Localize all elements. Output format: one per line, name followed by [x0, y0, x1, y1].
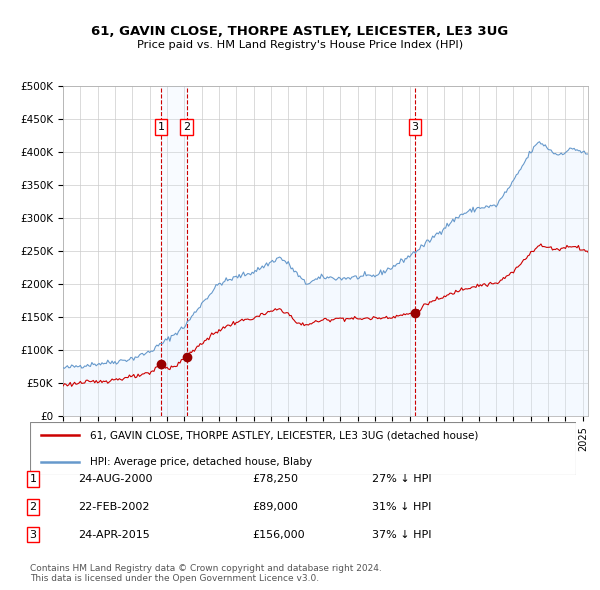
Text: £89,000: £89,000: [252, 502, 298, 512]
Text: 61, GAVIN CLOSE, THORPE ASTLEY, LEICESTER, LE3 3UG (detached house): 61, GAVIN CLOSE, THORPE ASTLEY, LEICESTE…: [90, 430, 478, 440]
Text: £156,000: £156,000: [252, 530, 305, 539]
Text: Price paid vs. HM Land Registry's House Price Index (HPI): Price paid vs. HM Land Registry's House …: [137, 40, 463, 50]
Text: 22-FEB-2002: 22-FEB-2002: [78, 502, 149, 512]
Text: 1: 1: [157, 122, 164, 132]
Text: This data is licensed under the Open Government Licence v3.0.: This data is licensed under the Open Gov…: [30, 574, 319, 583]
Text: 27% ↓ HPI: 27% ↓ HPI: [372, 474, 431, 484]
Text: 61, GAVIN CLOSE, THORPE ASTLEY, LEICESTER, LE3 3UG: 61, GAVIN CLOSE, THORPE ASTLEY, LEICESTE…: [91, 25, 509, 38]
Text: 2: 2: [183, 122, 190, 132]
Text: 3: 3: [29, 530, 37, 539]
Text: HPI: Average price, detached house, Blaby: HPI: Average price, detached house, Blab…: [90, 457, 312, 467]
Text: 2: 2: [29, 502, 37, 512]
Text: 24-APR-2015: 24-APR-2015: [78, 530, 150, 539]
Text: £78,250: £78,250: [252, 474, 298, 484]
Text: 31% ↓ HPI: 31% ↓ HPI: [372, 502, 431, 512]
Text: 3: 3: [412, 122, 418, 132]
Bar: [161, 86, 187, 416]
Text: 1: 1: [29, 474, 37, 484]
Text: Contains HM Land Registry data © Crown copyright and database right 2024.: Contains HM Land Registry data © Crown c…: [30, 565, 382, 573]
Text: 37% ↓ HPI: 37% ↓ HPI: [372, 530, 431, 539]
Text: 24-AUG-2000: 24-AUG-2000: [78, 474, 152, 484]
FancyBboxPatch shape: [30, 422, 576, 475]
